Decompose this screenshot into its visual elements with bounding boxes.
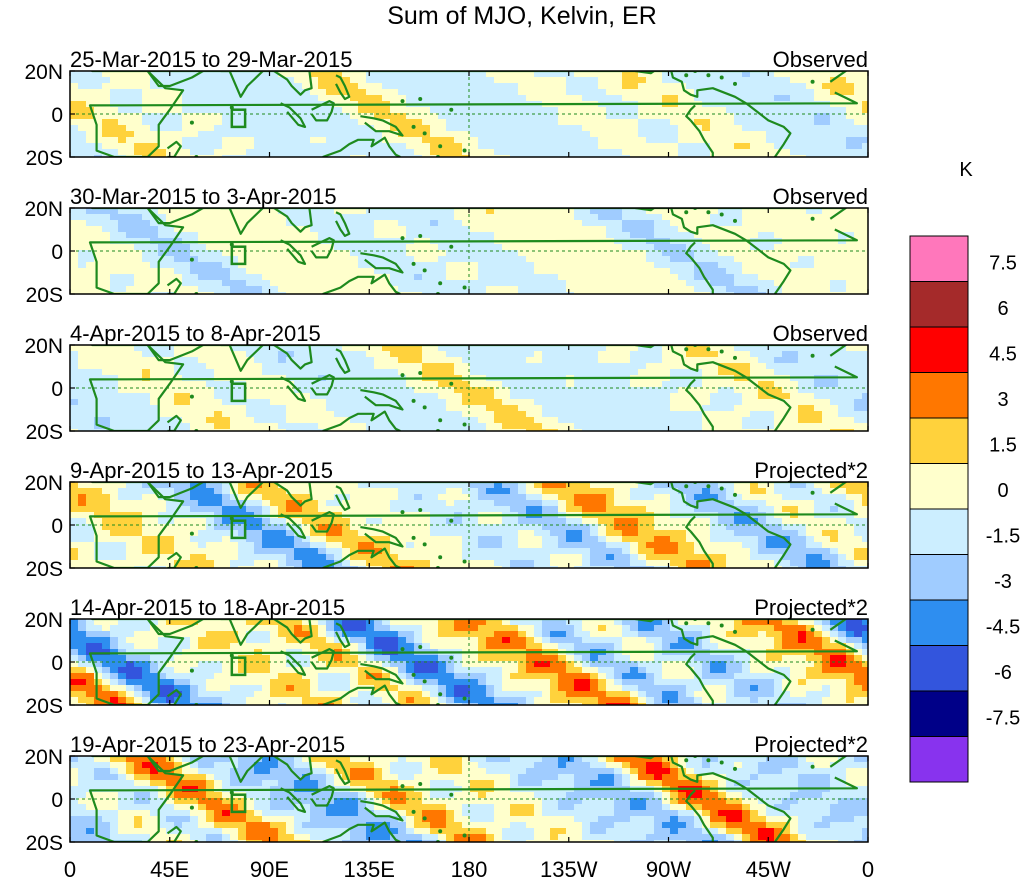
lat-tick-label: 20S (26, 284, 63, 307)
colorbar-level-label: 7.5 (989, 253, 1017, 275)
panel-date-range: 30-Mar-2015 to 3-Apr-2015 (70, 184, 337, 209)
lat-tick-label: 0 (51, 378, 63, 401)
colorbar-level-label: -1.5 (986, 526, 1020, 548)
colorbar-level-label: -6 (994, 662, 1012, 684)
anomaly-field (70, 71, 871, 162)
lon-tick-label: 0 (862, 857, 874, 882)
lon-tick-label: 90W (646, 857, 691, 882)
panel-4: 20N 0 20S 9-Apr-2015 to 13-Apr-2015 Projecte… (24, 458, 870, 581)
panel-type-label: Observed (773, 184, 868, 209)
lat-tick-label: 0 (51, 104, 63, 127)
colorbar: K 7.5 6 4.5 3 1.5 0 -1.5 -3 -4.5 -6 -7.5 (910, 159, 1020, 782)
panel-3: 20N 0 20S 4-Apr-2015 to 8-Apr-2015 Observed (24, 321, 870, 444)
panel-date-range: 25-Mar-2015 to 29-Mar-2015 (70, 47, 352, 72)
colorbar-swatch (910, 646, 968, 692)
panels-group: 20N 0 20S 25-Mar-2015 to 29-Mar-2015 Observe… (24, 47, 870, 855)
lon-tick-label: 90E (250, 857, 289, 882)
colorbar-swatch (910, 600, 968, 646)
lon-tick-label: 0 (64, 857, 76, 882)
colorbar-swatch (910, 236, 968, 282)
anomaly-field (70, 756, 871, 847)
colorbar-swatch (910, 282, 968, 328)
lat-tick-label: 0 (51, 789, 63, 812)
panel-type-label: Projected*2 (754, 458, 868, 483)
colorbar-swatch (910, 691, 968, 737)
colorbar-level-label: 6 (997, 298, 1008, 320)
lon-tick-label: 45E (150, 857, 189, 882)
anomaly-field (70, 482, 871, 573)
anomaly-field (70, 619, 871, 710)
lon-tick-label: 135W (540, 857, 598, 882)
lat-tick-label: 20S (26, 421, 63, 444)
colorbar-level-label: 3 (997, 389, 1008, 411)
lat-tick-label: 20N (24, 198, 63, 221)
panel-6: 20N 0 20S 19-Apr-2015 to 23-Apr-2015 Project… (24, 732, 870, 855)
colorbar-level-label: -7.5 (986, 708, 1020, 730)
colorbar-swatch (910, 327, 968, 373)
lon-tick-label: 45W (746, 857, 791, 882)
colorbar-swatch (910, 464, 968, 510)
anomaly-field (70, 208, 871, 299)
lat-tick-label: 20N (24, 335, 63, 358)
lon-tick-label: 135E (344, 857, 395, 882)
lat-tick-label: 20N (24, 609, 63, 632)
panel-type-label: Projected*2 (754, 732, 868, 757)
colorbar-units-label: K (959, 159, 973, 181)
lon-tick-label: 180 (451, 857, 488, 882)
lat-tick-label: 0 (51, 241, 63, 264)
lat-tick-label: 20S (26, 558, 63, 581)
panel-type-label: Observed (773, 321, 868, 346)
colorbar-level-label: -4.5 (986, 617, 1020, 639)
panel-5: 20N 0 20S 14-Apr-2015 to 18-Apr-2015 Project… (24, 595, 870, 718)
longitude-axis: 0 45E 90E 135E 180 135W 90W 45W 0 (64, 857, 874, 882)
colorbar-level-label: 0 (997, 480, 1008, 502)
lat-tick-label: 20S (26, 832, 63, 855)
colorbar-level-label: -3 (994, 571, 1012, 593)
lat-tick-label: 20N (24, 746, 63, 769)
lat-tick-label: 20S (26, 147, 63, 170)
lat-tick-label: 20N (24, 61, 63, 84)
colorbar-swatch (910, 373, 968, 419)
colorbar-level-label: 1.5 (989, 435, 1017, 457)
colorbar-level-label: 4.5 (989, 344, 1017, 366)
panel-2: 20N 0 20S 30-Mar-2015 to 3-Apr-2015 Observed (24, 184, 870, 307)
lat-tick-label: 0 (51, 515, 63, 538)
lat-tick-label: 20N (24, 472, 63, 495)
colorbar-swatch (910, 555, 968, 601)
figure-title: Sum of MJO, Kelvin, ER (387, 2, 657, 30)
panel-date-range: 19-Apr-2015 to 23-Apr-2015 (70, 732, 345, 757)
colorbar-swatch (910, 737, 968, 783)
colorbar-swatch (910, 418, 968, 464)
lat-tick-label: 0 (51, 652, 63, 675)
panel-date-range: 9-Apr-2015 to 13-Apr-2015 (70, 458, 333, 483)
panel-date-range: 14-Apr-2015 to 18-Apr-2015 (70, 595, 345, 620)
lat-tick-label: 20S (26, 695, 63, 718)
colorbar-swatch (910, 509, 968, 555)
anomaly-field (70, 345, 871, 436)
panel-date-range: 4-Apr-2015 to 8-Apr-2015 (70, 321, 321, 346)
panel-type-label: Observed (773, 47, 868, 72)
panel-type-label: Projected*2 (754, 595, 868, 620)
panel-1: 20N 0 20S 25-Mar-2015 to 29-Mar-2015 Observe… (24, 47, 870, 170)
